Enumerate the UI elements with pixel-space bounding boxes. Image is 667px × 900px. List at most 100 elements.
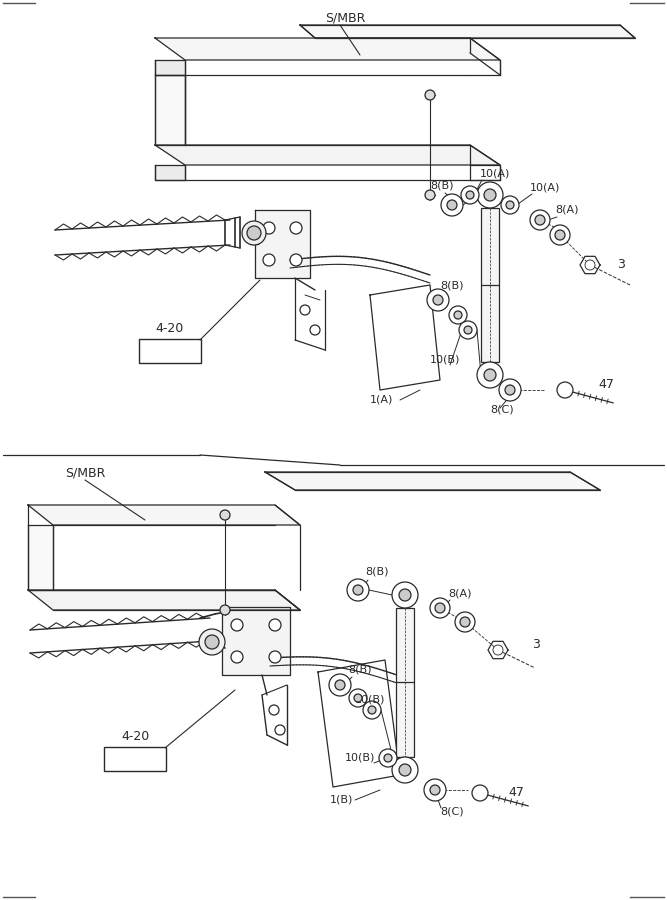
Circle shape: [506, 201, 514, 209]
Polygon shape: [155, 38, 500, 60]
Polygon shape: [222, 607, 290, 675]
Text: 3: 3: [617, 258, 625, 272]
Circle shape: [447, 200, 457, 210]
Circle shape: [484, 189, 496, 201]
Circle shape: [427, 289, 449, 311]
Circle shape: [424, 779, 446, 801]
Circle shape: [430, 785, 440, 795]
Circle shape: [368, 706, 376, 714]
Circle shape: [379, 749, 397, 767]
Circle shape: [220, 605, 230, 615]
Text: 3: 3: [532, 638, 540, 652]
Circle shape: [484, 369, 496, 381]
Circle shape: [231, 619, 243, 631]
Circle shape: [275, 725, 285, 735]
Circle shape: [454, 311, 462, 319]
Text: 10(A): 10(A): [530, 183, 560, 193]
Circle shape: [585, 260, 595, 270]
Circle shape: [247, 226, 261, 240]
Circle shape: [384, 754, 392, 762]
Circle shape: [464, 326, 472, 334]
Polygon shape: [28, 505, 300, 525]
Bar: [481, 208, 499, 362]
Circle shape: [353, 585, 363, 595]
Circle shape: [460, 617, 470, 627]
Polygon shape: [155, 145, 500, 165]
Circle shape: [205, 635, 219, 649]
Circle shape: [300, 305, 310, 315]
Circle shape: [499, 379, 521, 401]
Text: 10(B): 10(B): [345, 753, 376, 763]
Circle shape: [466, 191, 474, 199]
Text: 8(B): 8(B): [348, 665, 372, 675]
Text: 10(B): 10(B): [355, 695, 386, 705]
Circle shape: [329, 674, 351, 696]
Circle shape: [242, 221, 266, 245]
Text: 8(A): 8(A): [555, 205, 578, 215]
Circle shape: [425, 190, 435, 200]
Circle shape: [477, 362, 503, 388]
Text: 10(A): 10(A): [480, 168, 510, 178]
Polygon shape: [300, 25, 635, 38]
Circle shape: [269, 619, 281, 631]
Circle shape: [290, 222, 302, 234]
Circle shape: [392, 582, 418, 608]
Text: 8(C): 8(C): [490, 405, 514, 415]
Text: 10(B): 10(B): [430, 355, 460, 365]
Circle shape: [263, 222, 275, 234]
Circle shape: [433, 295, 443, 305]
Circle shape: [449, 306, 467, 324]
Circle shape: [530, 210, 550, 230]
Circle shape: [310, 325, 320, 335]
Circle shape: [263, 254, 275, 266]
Bar: [396, 608, 414, 757]
Circle shape: [555, 230, 565, 240]
Circle shape: [290, 254, 302, 266]
Circle shape: [349, 689, 367, 707]
Circle shape: [461, 186, 479, 204]
Text: 8(B): 8(B): [430, 180, 454, 190]
Text: S/MBR: S/MBR: [325, 12, 366, 24]
Circle shape: [335, 680, 345, 690]
Circle shape: [269, 651, 281, 663]
Circle shape: [472, 785, 488, 801]
Polygon shape: [28, 525, 53, 590]
Circle shape: [455, 612, 475, 632]
Text: 1(A): 1(A): [370, 395, 394, 405]
Text: 8(B): 8(B): [365, 567, 388, 577]
Text: 47: 47: [508, 786, 524, 798]
Circle shape: [435, 603, 445, 613]
Text: 4-20: 4-20: [156, 322, 184, 336]
Circle shape: [354, 694, 362, 702]
Circle shape: [220, 510, 230, 520]
Circle shape: [493, 645, 503, 655]
Circle shape: [363, 701, 381, 719]
Text: 1(B): 1(B): [330, 795, 354, 805]
Circle shape: [505, 385, 515, 395]
Circle shape: [430, 598, 450, 618]
Circle shape: [459, 321, 477, 339]
Circle shape: [535, 215, 545, 225]
Text: 8(C): 8(C): [440, 807, 464, 817]
Text: 47: 47: [598, 379, 614, 392]
Circle shape: [399, 764, 411, 776]
Text: 8(B): 8(B): [440, 280, 464, 290]
Circle shape: [269, 705, 279, 715]
Text: 4-20: 4-20: [121, 731, 149, 743]
Text: 8(A): 8(A): [448, 588, 472, 598]
Polygon shape: [155, 60, 185, 75]
Polygon shape: [28, 590, 300, 610]
FancyBboxPatch shape: [139, 339, 201, 363]
Circle shape: [392, 757, 418, 783]
Polygon shape: [265, 472, 600, 490]
Circle shape: [399, 589, 411, 601]
Polygon shape: [155, 75, 185, 145]
FancyBboxPatch shape: [104, 747, 166, 771]
Circle shape: [557, 382, 573, 398]
Circle shape: [425, 90, 435, 100]
Circle shape: [231, 651, 243, 663]
Circle shape: [550, 225, 570, 245]
Circle shape: [199, 629, 225, 655]
Text: S/MBR: S/MBR: [65, 466, 105, 480]
Polygon shape: [255, 210, 310, 278]
